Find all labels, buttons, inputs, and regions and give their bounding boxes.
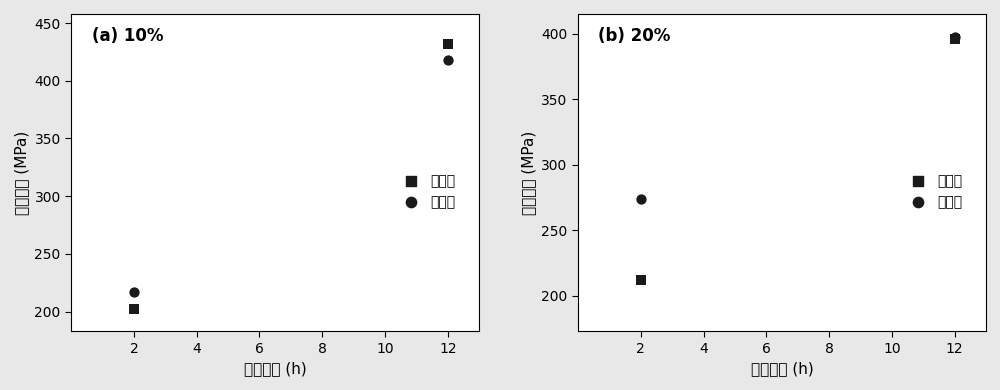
计算値 — [947, 34, 963, 41]
实验値 — [947, 35, 963, 42]
Legend: 实验値, 计算値: 实验値, 计算値 — [393, 170, 460, 213]
Y-axis label: 屈服强度 (MPa): 屈服强度 (MPa) — [521, 130, 536, 215]
Legend: 实验値, 计算値: 实验値, 计算値 — [900, 170, 967, 213]
实验値 — [633, 277, 649, 283]
计算値 — [126, 289, 142, 295]
实验値 — [126, 306, 142, 312]
Text: (b) 20%: (b) 20% — [598, 27, 671, 44]
计算値 — [440, 57, 456, 63]
X-axis label: 时效时间 (h): 时效时间 (h) — [751, 361, 813, 376]
实验値 — [440, 41, 456, 47]
Text: (a) 10%: (a) 10% — [92, 27, 163, 44]
计算値 — [633, 196, 649, 202]
X-axis label: 时效时间 (h): 时效时间 (h) — [244, 361, 307, 376]
Y-axis label: 屈服强度 (MPa): 屈服强度 (MPa) — [14, 130, 29, 215]
